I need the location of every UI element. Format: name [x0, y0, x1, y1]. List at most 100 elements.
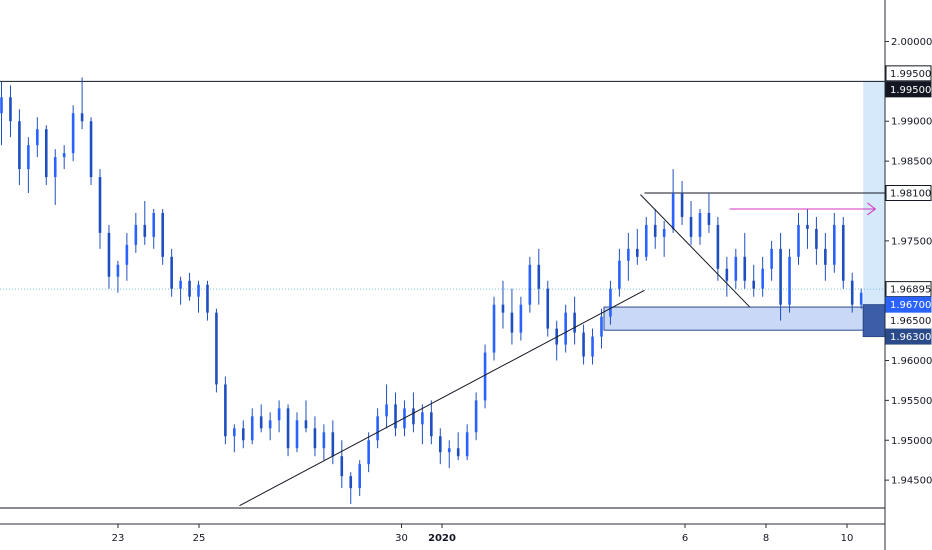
candle-body [161, 212, 164, 257]
candle-body [627, 248, 630, 261]
time-tick-label: 8 [763, 533, 769, 544]
candle-body [447, 448, 451, 453]
candle-body [662, 228, 666, 237]
price-tick-label: 2.00000 [891, 37, 932, 48]
time-tick-label: 6 [682, 533, 688, 544]
candle-body [689, 216, 693, 237]
price-badge-label: 1.96895 [890, 285, 931, 296]
candle-body [9, 97, 12, 122]
candle-body [80, 113, 84, 122]
candle-body [806, 224, 809, 229]
candle-body [62, 153, 66, 158]
candle-body [716, 224, 720, 269]
candle-body [89, 121, 93, 178]
candle-body [797, 224, 800, 257]
candle-body [376, 416, 379, 441]
candle-body [725, 268, 729, 281]
candle-body [36, 129, 39, 146]
price-badge-box [885, 296, 932, 313]
candle-body [331, 432, 335, 457]
price-tick-label: 1.99000 [891, 117, 932, 128]
price-badge-label: 1.96300 [890, 332, 931, 343]
candle-body [430, 412, 433, 437]
candle-body [125, 244, 129, 265]
candle-body [501, 304, 505, 313]
price-tick-label: 1.98500 [891, 157, 932, 168]
candle-body [18, 121, 21, 170]
candle-body [707, 212, 711, 225]
time-tick-label: 2020 [428, 533, 456, 544]
candle-body [528, 264, 532, 305]
candle-body [564, 312, 567, 345]
candle-body [322, 432, 326, 449]
candle-body [107, 232, 111, 277]
price-tick-label: 1.94500 [891, 476, 932, 487]
candle-body [385, 404, 388, 417]
trendline-0 [239, 289, 645, 507]
candle-body [394, 404, 397, 429]
demand-zone [603, 306, 864, 331]
candle-body [833, 224, 836, 265]
candle-body [206, 284, 209, 313]
candle-body [215, 312, 218, 385]
candle-body [438, 436, 442, 453]
candle-body [815, 228, 818, 249]
candle-body [250, 416, 254, 441]
price-badge-box [885, 81, 932, 98]
time-axis-ticks: 232530202068101315 [112, 524, 853, 544]
price-tick-label: 1.96000 [891, 356, 932, 367]
candle-body [859, 292, 863, 305]
candle-body [636, 248, 639, 257]
candle-body [752, 280, 756, 289]
candle-body [0, 97, 3, 114]
time-tick-label: 25 [193, 533, 206, 544]
candle-body [510, 312, 514, 333]
candle-body [671, 193, 675, 229]
arrow-layer [729, 202, 877, 216]
candle-body [653, 224, 657, 237]
candle-body [188, 280, 191, 297]
price-badge-label: 1.96500 [890, 316, 931, 327]
candle-body [824, 248, 827, 265]
candle-body [412, 408, 415, 425]
candle-body [465, 432, 469, 457]
price-badge-box [885, 65, 932, 82]
candle-body [609, 288, 612, 317]
candle-body [779, 248, 782, 305]
candle-body [474, 400, 478, 433]
candle-body [618, 260, 621, 289]
candle-body [286, 408, 290, 449]
time-tick-label: 30 [395, 533, 408, 544]
candle-body [519, 304, 523, 333]
candle-body [734, 256, 738, 281]
candle-body [27, 145, 30, 170]
candles-layer [0, 77, 863, 505]
price-badge-label: 1.99500 [890, 69, 931, 80]
projection-arrow-head [867, 202, 877, 216]
candle-body [170, 256, 173, 289]
candle-body [761, 268, 764, 289]
candle-body [546, 288, 550, 329]
candle-body [313, 428, 317, 449]
candle-body [591, 336, 594, 357]
horizontal-lines-layer [0, 80, 885, 509]
price-tick-label: 1.95000 [891, 436, 932, 447]
price-badge-box [885, 328, 932, 345]
candle-body [259, 416, 263, 429]
candle-body [71, 113, 75, 154]
candle-body [582, 332, 585, 357]
candle-body [98, 177, 102, 233]
candle-body [340, 456, 344, 477]
candle-body [53, 157, 57, 178]
candle-body [644, 224, 648, 257]
candle-body [358, 464, 361, 489]
candle-body [367, 440, 370, 465]
candle-body [134, 224, 138, 245]
candle-body [600, 316, 603, 337]
price-badges: 1.99500 1.99500 1.98100 1.96895 1.96700 1.965… [885, 65, 932, 345]
candle-body [44, 129, 48, 178]
candle-body [680, 193, 684, 217]
candle-body [241, 428, 245, 441]
